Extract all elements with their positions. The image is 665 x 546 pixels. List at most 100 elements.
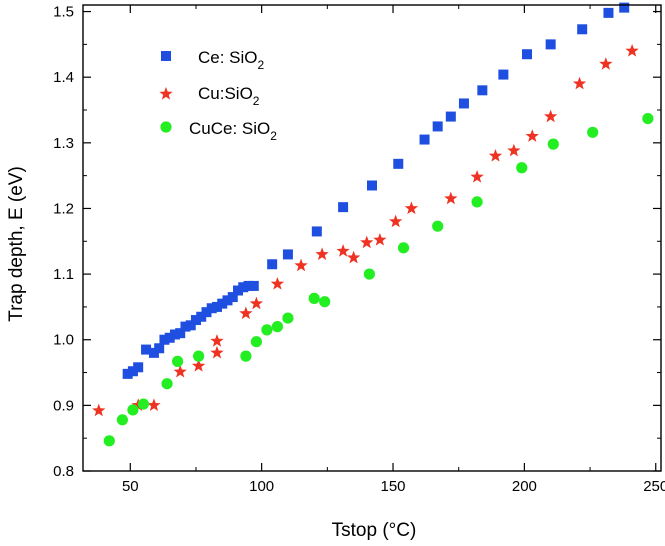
data-point	[445, 111, 456, 122]
x-tick-label: 150	[381, 478, 406, 495]
data-point	[642, 112, 654, 125]
data-point	[127, 404, 139, 416]
legend-item: Cu:SiO2	[159, 84, 260, 108]
data-point	[103, 435, 115, 447]
data-point	[363, 268, 375, 280]
data-point	[248, 280, 259, 291]
data-point	[164, 332, 175, 343]
legend-label-subscript: 2	[258, 58, 265, 72]
data-point	[308, 292, 320, 304]
data-point	[169, 329, 180, 340]
legend-label: Cu:SiO2	[198, 84, 260, 108]
data-point	[243, 280, 254, 291]
data-point	[239, 306, 253, 320]
data-point	[201, 307, 212, 318]
data-point	[185, 320, 196, 331]
legend-label: CuCe: SiO2	[189, 119, 277, 143]
data-point	[238, 282, 249, 293]
data-point	[175, 328, 186, 339]
data-point	[217, 298, 228, 309]
data-point	[388, 214, 403, 228]
data-point	[547, 138, 559, 150]
data-point	[336, 244, 350, 257]
legend-label-main: Ce: SiO	[198, 48, 258, 67]
data-point	[294, 258, 308, 272]
y-tick-label: 0.8	[53, 463, 74, 480]
data-point	[432, 220, 444, 232]
data-point	[127, 366, 138, 377]
y-axis-title: Trap depth, E (eV)	[6, 166, 27, 322]
data-point	[210, 334, 224, 347]
data-point	[393, 158, 404, 169]
data-point	[507, 143, 521, 157]
plot-area	[92, 2, 654, 447]
data-point	[180, 321, 191, 332]
data-point	[577, 24, 588, 35]
data-point	[488, 148, 503, 162]
data-point	[315, 247, 329, 261]
data-point	[545, 39, 556, 50]
data-point	[171, 355, 184, 367]
data-point	[544, 109, 558, 123]
y-tick-label: 1.4	[53, 69, 74, 86]
data-point	[338, 202, 349, 213]
data-point	[619, 2, 630, 13]
data-point	[196, 311, 207, 322]
data-point	[373, 232, 387, 246]
data-point	[122, 368, 133, 379]
legend-item: Ce: SiO2	[161, 48, 265, 72]
data-point	[249, 296, 264, 310]
data-point	[444, 191, 458, 205]
legend-marker	[161, 51, 171, 61]
data-point	[404, 201, 419, 215]
data-point	[319, 296, 331, 308]
series-square	[122, 2, 630, 379]
data-point	[625, 43, 639, 57]
series-circle	[103, 112, 654, 447]
data-point	[367, 180, 377, 191]
data-point	[173, 364, 187, 378]
data-point	[159, 334, 170, 345]
data-point	[261, 324, 273, 336]
data-point	[458, 98, 469, 109]
plot-frame	[82, 4, 662, 472]
data-point	[137, 398, 150, 410]
data-point	[599, 57, 613, 70]
data-point	[190, 315, 201, 326]
series-star	[92, 43, 639, 417]
x-tick-label: 200	[512, 478, 537, 495]
y-tick-label: 1.1	[53, 266, 74, 283]
data-point	[148, 347, 159, 358]
y-tick-label: 1.3	[53, 135, 74, 152]
data-point	[516, 162, 528, 174]
y-tick-label: 1.0	[53, 332, 74, 349]
data-point	[116, 414, 129, 426]
data-point	[360, 235, 374, 249]
y-tick-label: 0.9	[53, 397, 74, 414]
data-point	[498, 69, 509, 80]
data-point	[161, 378, 173, 390]
data-point	[432, 121, 443, 132]
data-point	[522, 49, 533, 60]
data-point	[397, 242, 410, 254]
data-point	[419, 134, 430, 145]
data-point	[154, 343, 165, 354]
data-point	[210, 345, 224, 359]
legend-label-subscript: 2	[253, 94, 260, 108]
data-point	[471, 196, 483, 208]
data-point	[603, 7, 614, 18]
data-point	[282, 249, 293, 260]
data-point	[193, 350, 205, 362]
data-point	[133, 362, 144, 373]
data-point	[311, 226, 322, 237]
data-point	[206, 303, 217, 314]
data-point	[233, 285, 244, 296]
data-point	[271, 321, 284, 333]
legend-label-subscript: 2	[270, 129, 277, 143]
legend-marker	[159, 87, 173, 100]
data-point	[227, 292, 238, 303]
data-point	[147, 398, 161, 412]
data-point	[525, 129, 539, 142]
